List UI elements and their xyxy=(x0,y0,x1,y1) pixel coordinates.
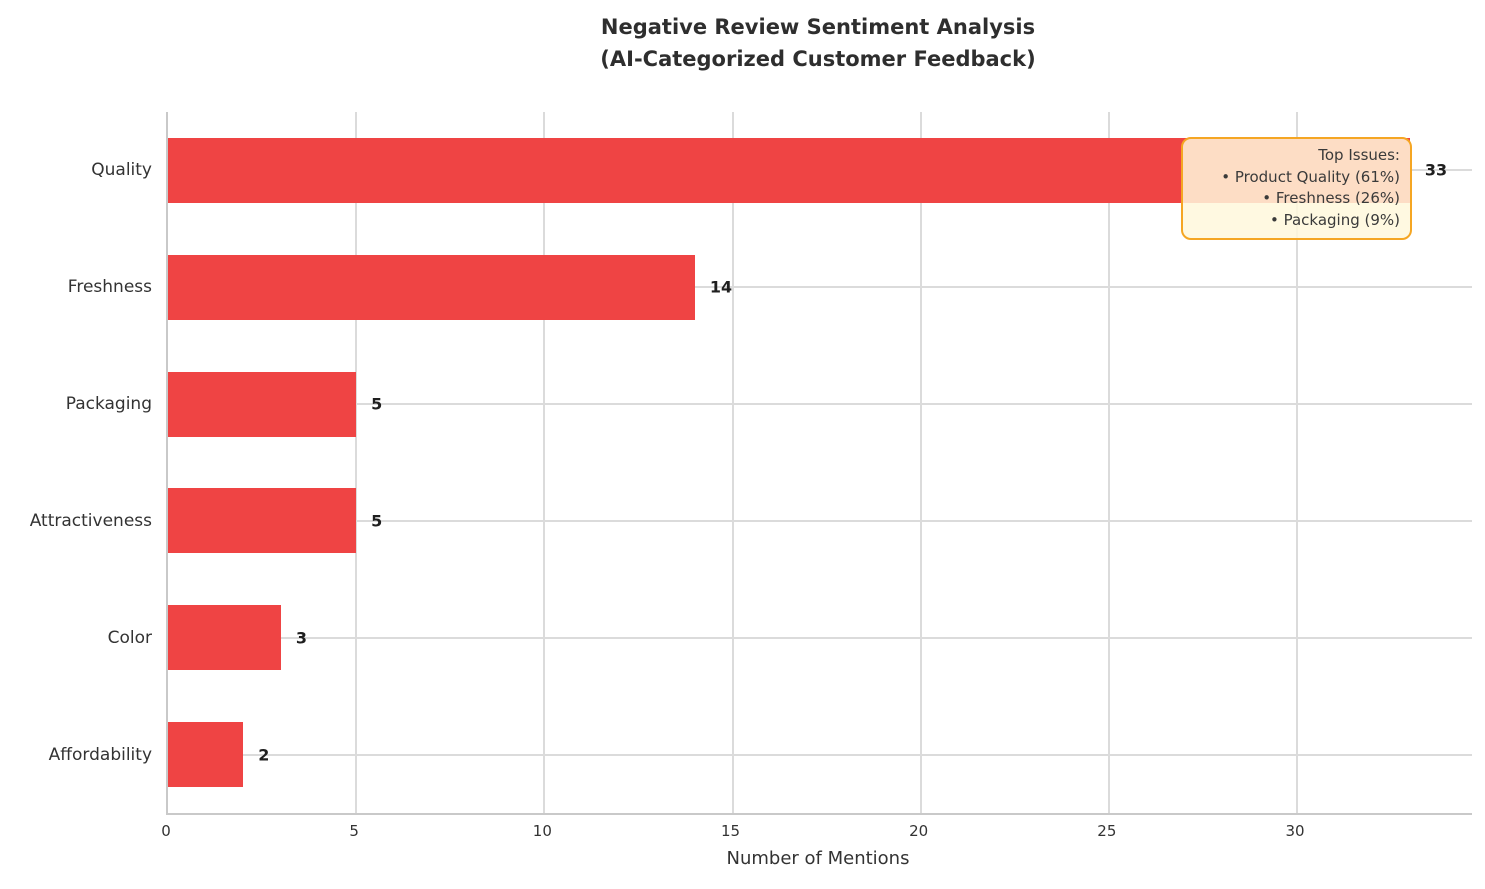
bar-color xyxy=(168,605,281,671)
chart-title: Negative Review Sentiment Analysis (AI-C… xyxy=(166,11,1470,75)
y-tick-label: Attractiveness xyxy=(29,510,152,531)
gridline-vertical xyxy=(919,112,922,813)
bar-affordability xyxy=(168,722,244,788)
value-label: 14 xyxy=(709,277,733,297)
gridline-horizontal xyxy=(168,753,1472,756)
gridline-vertical xyxy=(1296,112,1298,813)
gridline-horizontal xyxy=(168,403,1472,406)
gridline-horizontal xyxy=(168,286,1472,289)
x-tick-label: 0 xyxy=(161,822,171,840)
annotation-line: • Freshness (26%) xyxy=(1262,189,1400,207)
annotation-line: • Product Quality (61%) xyxy=(1221,167,1400,186)
annotation-line: Top Issues: xyxy=(1318,146,1400,164)
x-tick-label: 10 xyxy=(532,822,552,840)
gridline-vertical xyxy=(1107,112,1110,813)
x-tick-label: 30 xyxy=(1285,822,1305,840)
annotation-line: • Packaging (9%) xyxy=(1269,210,1400,229)
x-tick-label: 25 xyxy=(1097,822,1117,840)
chart-title-line2: (AI-Categorized Customer Feedback) xyxy=(600,47,1036,71)
bar-attractiveness xyxy=(168,488,357,554)
value-label: 3 xyxy=(295,628,308,648)
y-tick-label: Affordability xyxy=(48,744,152,765)
gridline-horizontal xyxy=(168,519,1472,522)
gridline-vertical xyxy=(543,112,546,813)
chart-title-line1: Negative Review Sentiment Analysis xyxy=(600,15,1036,39)
x-tick-label: 15 xyxy=(720,822,741,840)
value-label: 5 xyxy=(371,394,383,414)
x-axis-title: Number of Mentions xyxy=(726,848,910,869)
bar-freshness xyxy=(168,254,695,320)
gridline-horizontal xyxy=(168,636,1472,639)
y-tick-label: Packaging xyxy=(65,394,152,415)
x-tick-label: 20 xyxy=(909,822,929,840)
bar-packaging xyxy=(168,371,357,437)
gridline-vertical xyxy=(355,112,358,813)
value-label: 5 xyxy=(371,511,383,531)
y-tick-label: Freshness xyxy=(67,277,152,298)
annotation-box: Top Issues: • Product Quality (61%) • Fres… xyxy=(1181,137,1412,240)
y-tick-label: Quality xyxy=(91,160,152,181)
gridline-vertical xyxy=(731,112,734,813)
value-label: 33 xyxy=(1424,160,1448,180)
value-label: 2 xyxy=(258,745,270,765)
y-tick-label: Color xyxy=(107,627,152,648)
x-tick-label: 5 xyxy=(349,822,359,840)
